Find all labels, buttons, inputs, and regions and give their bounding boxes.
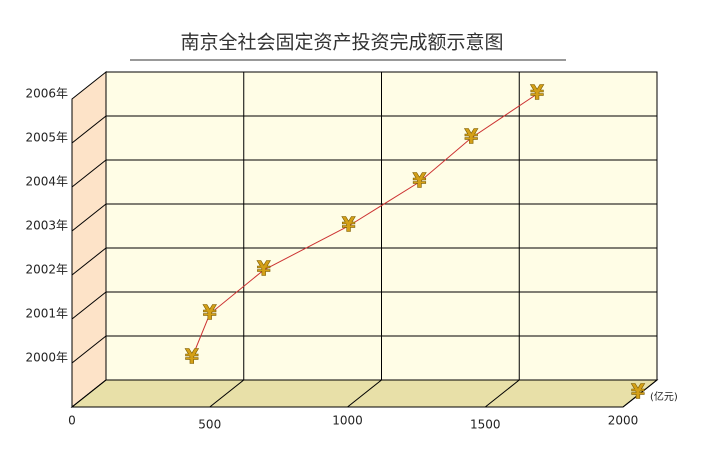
data-point: ¥ [342,213,356,237]
y-tick-label: 2000年 [25,351,68,365]
grid-line [484,379,520,408]
y-tick-label: 2005年 [25,131,68,145]
grid-line [209,379,245,408]
band-line [71,335,107,364]
y-tick-label: 2004年 [25,175,68,189]
side-wall [71,70,107,409]
y-tick-label: 2001年 [25,307,68,321]
band-line [71,247,107,276]
grid-line [71,379,107,408]
data-point: ¥ [203,301,217,325]
x-tick-label: 1000 [332,414,363,428]
data-line [191,93,538,359]
y-tick-label: 2006年 [25,87,68,101]
data-point: ¥ [185,345,199,369]
y-tick-label: 2003年 [25,219,68,233]
band-line [71,203,107,232]
x-tick-label: 0 [68,414,76,428]
band-line [71,115,107,144]
axis-end-marker: ¥ [631,380,645,404]
data-point: ¥ [257,257,271,281]
data-point: ¥ [412,169,426,193]
band-line [71,291,107,320]
x-tick-label: 500 [198,418,221,432]
x-tick-label: 2000 [608,414,639,428]
grid-line [622,379,658,408]
band-line [71,159,107,188]
data-point: ¥ [464,125,478,149]
y-tick-label: 2002年 [25,263,68,277]
chart-title: 南京全社会固定资产投资完成额示意图 [180,32,503,54]
x-unit-label: (亿元) [650,390,678,403]
x-tick-label: 1500 [470,418,501,432]
data-point: ¥ [530,81,544,105]
grid-line [347,379,382,408]
